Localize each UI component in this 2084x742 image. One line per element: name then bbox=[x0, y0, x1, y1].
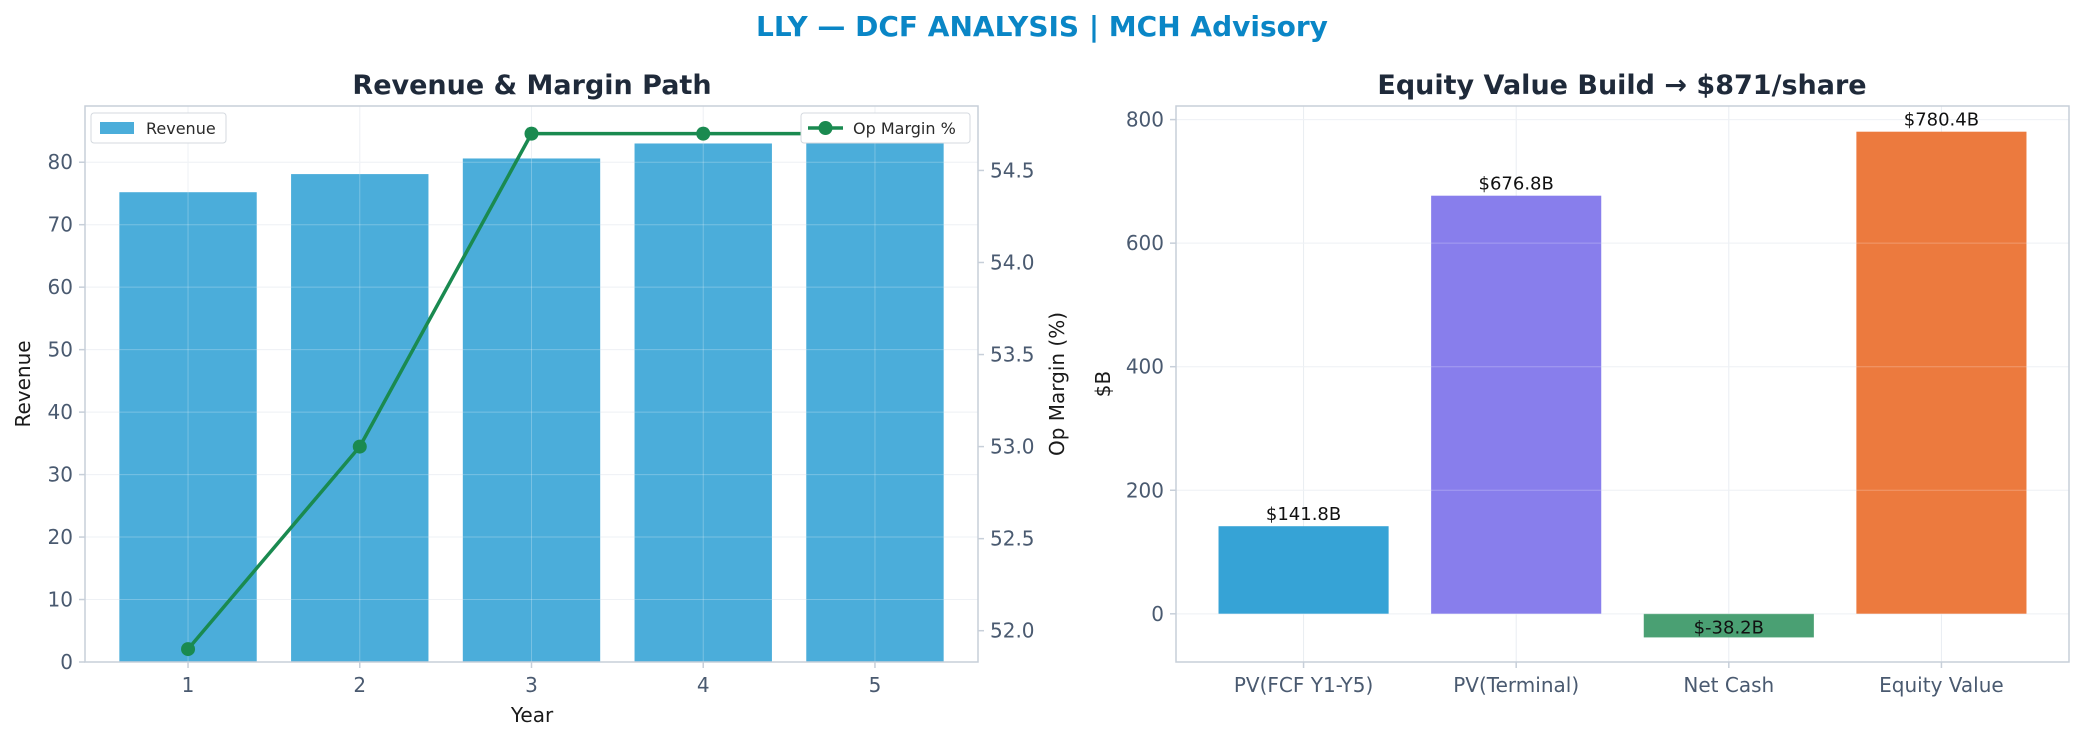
x-tick-label: PV(FCF Y1-Y5) bbox=[1234, 673, 1373, 697]
y-axis-ticks: 0 10 20 30 40 50 60 70 80 bbox=[48, 150, 85, 674]
y2-tick-label: 52.0 bbox=[990, 619, 1035, 643]
x-tick-label: 2 bbox=[353, 673, 366, 697]
revenue-bar bbox=[806, 127, 944, 662]
y2-tick-label: 53.5 bbox=[990, 343, 1035, 367]
op-margin-point bbox=[696, 126, 711, 141]
y-tick-label: 80 bbox=[48, 150, 73, 174]
y-tick-label: 10 bbox=[48, 588, 73, 612]
figure-suptitle: LLY — DCF ANALYSIS | MCH Advisory bbox=[756, 10, 1328, 43]
x-tick-label: Equity Value bbox=[1879, 673, 2004, 697]
op-margin-point bbox=[524, 126, 539, 141]
legend-swatch-revenue bbox=[100, 122, 134, 134]
y2-tick-label: 52.5 bbox=[990, 527, 1035, 551]
y-tick-label: 400 bbox=[1126, 355, 1164, 379]
y2-axis-label: Op Margin (%) bbox=[1045, 312, 1069, 456]
data-label: $141.8B bbox=[1266, 504, 1341, 525]
y-axis-label: Revenue bbox=[11, 340, 35, 427]
equity-bar bbox=[1218, 526, 1389, 614]
op-margin-point bbox=[181, 642, 196, 657]
x-tick-label: 4 bbox=[697, 673, 710, 697]
y-tick-label: 50 bbox=[48, 338, 73, 362]
y-tick-label: 200 bbox=[1126, 478, 1164, 502]
revenue-bar bbox=[119, 192, 257, 662]
data-label: $-38.2B bbox=[1694, 617, 1764, 638]
x-axis-ticks: 1 2 3 4 5 bbox=[182, 662, 882, 697]
equity-bar bbox=[1431, 195, 1602, 614]
revenue-bar bbox=[634, 143, 772, 662]
y-tick-label: 0 bbox=[1151, 602, 1164, 626]
x-axis-ticks: PV(FCF Y1-Y5) PV(Terminal) Net Cash Equity … bbox=[1234, 662, 2004, 697]
revenue-bars bbox=[85, 106, 978, 663]
x-tick-label: 5 bbox=[869, 673, 882, 697]
revenue-bar bbox=[462, 158, 601, 662]
legend-label-op-margin: Op Margin % bbox=[853, 119, 956, 138]
y2-tick-label: 54.5 bbox=[990, 158, 1035, 182]
x-tick-label: Net Cash bbox=[1683, 673, 1774, 697]
plot-frame bbox=[1175, 105, 2070, 663]
legend-label-revenue: Revenue bbox=[146, 119, 216, 138]
op-margin-point bbox=[352, 439, 367, 454]
y-tick-label: 800 bbox=[1126, 108, 1164, 132]
y2-tick-label: 53.0 bbox=[990, 435, 1035, 459]
legend-box bbox=[800, 112, 971, 144]
legend-op-margin: Op Margin % bbox=[800, 112, 971, 144]
y-tick-label: 20 bbox=[48, 525, 73, 549]
legend-box bbox=[90, 112, 227, 144]
chart-title: Revenue & Margin Path bbox=[352, 70, 711, 101]
y-tick-label: 60 bbox=[48, 275, 73, 299]
legend-revenue: Revenue bbox=[90, 112, 227, 144]
y-axis-label: $B bbox=[1091, 371, 1115, 397]
x-tick-label: 1 bbox=[182, 673, 195, 697]
revenue-margin-chart: Revenue & Margin Path 01020304050607080 … bbox=[11, 70, 1069, 727]
y-tick-label: 40 bbox=[48, 400, 73, 424]
y-tick-label: 600 bbox=[1126, 231, 1164, 255]
y-axis-ticks: 0 200 400 600 800 bbox=[1126, 108, 1176, 626]
margin-line-series bbox=[181, 126, 882, 657]
chart-title: Equity Value Build → $871/share bbox=[1377, 70, 1866, 101]
x-tick-label: PV(Terminal) bbox=[1453, 673, 1579, 697]
equity-bars bbox=[1176, 119, 2069, 638]
y-tick-label: 30 bbox=[48, 463, 73, 487]
x-axis-label: Year bbox=[510, 703, 554, 727]
data-label: $676.8B bbox=[1479, 174, 1554, 195]
y-tick-label: 0 bbox=[60, 650, 73, 674]
equity-value-build-chart: Equity Value Build → $871/share $141.8B$… bbox=[1091, 70, 2070, 697]
legend-marker-op-margin bbox=[818, 121, 833, 135]
equity-bar bbox=[1856, 131, 2027, 614]
equity-bar bbox=[1643, 613, 1814, 638]
data-labels: $141.8B $676.8B $-38.2B $780.4B bbox=[1266, 110, 1979, 639]
y2-axis-ticks: 52.0 52.5 53.0 53.5 54.0 54.5 bbox=[978, 158, 1035, 643]
y2-tick-label: 54.0 bbox=[990, 250, 1035, 274]
revenue-bar bbox=[291, 174, 429, 663]
x-tick-label: 3 bbox=[525, 673, 538, 697]
data-label: $780.4B bbox=[1904, 110, 1979, 131]
y-tick-label: 70 bbox=[48, 213, 73, 237]
